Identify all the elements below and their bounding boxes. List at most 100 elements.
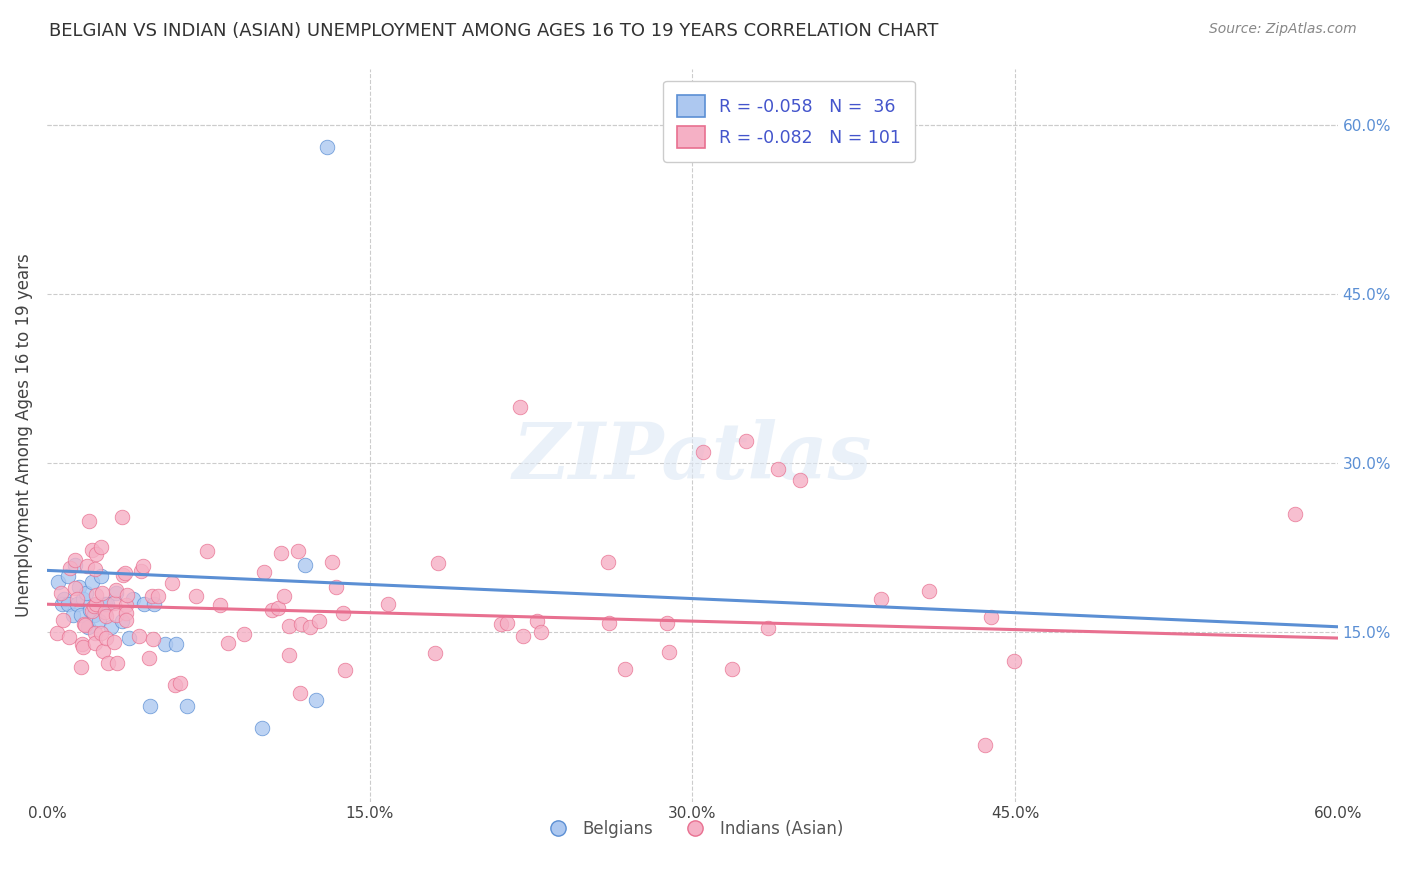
- Point: [86, 588, 108, 602]
- Legend: Belgians, Indians (Asian): Belgians, Indians (Asian): [534, 814, 851, 845]
- Point: [111, 614, 134, 628]
- Point: [70, 608, 93, 623]
- Point: [250, 721, 273, 735]
- Point: [163, 678, 186, 692]
- Point: [84, 598, 107, 612]
- Point: [278, 648, 301, 662]
- Point: [105, 656, 128, 670]
- Point: [91, 644, 114, 658]
- Point: [132, 559, 155, 574]
- Point: [146, 589, 169, 603]
- Point: [692, 445, 714, 459]
- Point: [77, 514, 100, 528]
- Point: [315, 140, 337, 154]
- Point: [49, 585, 72, 599]
- Point: [76, 559, 98, 574]
- Point: [94, 597, 117, 611]
- Point: [169, 675, 191, 690]
- Point: [73, 618, 96, 632]
- Point: [139, 698, 162, 713]
- Point: [104, 586, 127, 600]
- Point: [115, 606, 138, 620]
- Point: [287, 543, 309, 558]
- Point: [100, 620, 122, 634]
- Point: [598, 616, 620, 631]
- Point: [526, 614, 548, 628]
- Y-axis label: Unemployment Among Ages 16 to 19 years: Unemployment Among Ages 16 to 19 years: [15, 253, 32, 617]
- Point: [270, 546, 292, 560]
- Point: [138, 650, 160, 665]
- Point: [489, 617, 512, 632]
- Point: [63, 553, 86, 567]
- Point: [333, 663, 356, 677]
- Point: [75, 586, 97, 600]
- Point: [512, 629, 534, 643]
- Point: [66, 591, 89, 606]
- Point: [90, 626, 112, 640]
- Point: [321, 556, 343, 570]
- Point: [658, 645, 681, 659]
- Point: [103, 635, 125, 649]
- Point: [96, 597, 118, 611]
- Point: [426, 556, 449, 570]
- Point: [53, 591, 76, 606]
- Point: [117, 631, 139, 645]
- Point: [162, 576, 184, 591]
- Point: [46, 574, 69, 589]
- Point: [129, 564, 152, 578]
- Point: [870, 591, 893, 606]
- Point: [980, 610, 1002, 624]
- Point: [217, 636, 239, 650]
- Point: [305, 693, 328, 707]
- Point: [176, 698, 198, 713]
- Point: [598, 555, 620, 569]
- Point: [657, 615, 679, 630]
- Point: [59, 561, 82, 575]
- Point: [91, 586, 114, 600]
- Point: [72, 591, 94, 606]
- Point: [253, 565, 276, 579]
- Point: [756, 621, 779, 635]
- Point: [67, 580, 90, 594]
- Point: [58, 630, 80, 644]
- Point: [58, 569, 80, 583]
- Point: [70, 637, 93, 651]
- Point: [94, 605, 117, 619]
- Point: [143, 597, 166, 611]
- Point: [132, 597, 155, 611]
- Point: [86, 597, 108, 611]
- Point: [290, 617, 312, 632]
- Point: [308, 614, 330, 628]
- Point: [128, 629, 150, 643]
- Point: [83, 608, 105, 623]
- Point: [63, 558, 86, 572]
- Point: [87, 614, 110, 628]
- Point: [62, 608, 84, 623]
- Point: [84, 562, 107, 576]
- Point: [46, 626, 69, 640]
- Point: [79, 603, 101, 617]
- Point: [495, 616, 517, 631]
- Point: [72, 640, 94, 655]
- Text: ZIPatlas: ZIPatlas: [513, 418, 872, 495]
- Point: [122, 591, 145, 606]
- Point: [94, 631, 117, 645]
- Point: [332, 606, 354, 620]
- Point: [83, 625, 105, 640]
- Point: [84, 547, 107, 561]
- Point: [66, 597, 89, 611]
- Point: [277, 618, 299, 632]
- Point: [266, 600, 288, 615]
- Point: [142, 632, 165, 646]
- Point: [233, 626, 256, 640]
- Point: [165, 637, 187, 651]
- Point: [1002, 654, 1025, 668]
- Point: [735, 434, 758, 448]
- Point: [111, 509, 134, 524]
- Point: [260, 603, 283, 617]
- Point: [105, 608, 128, 623]
- Point: [51, 597, 73, 611]
- Point: [103, 596, 125, 610]
- Point: [63, 581, 86, 595]
- Point: [768, 462, 790, 476]
